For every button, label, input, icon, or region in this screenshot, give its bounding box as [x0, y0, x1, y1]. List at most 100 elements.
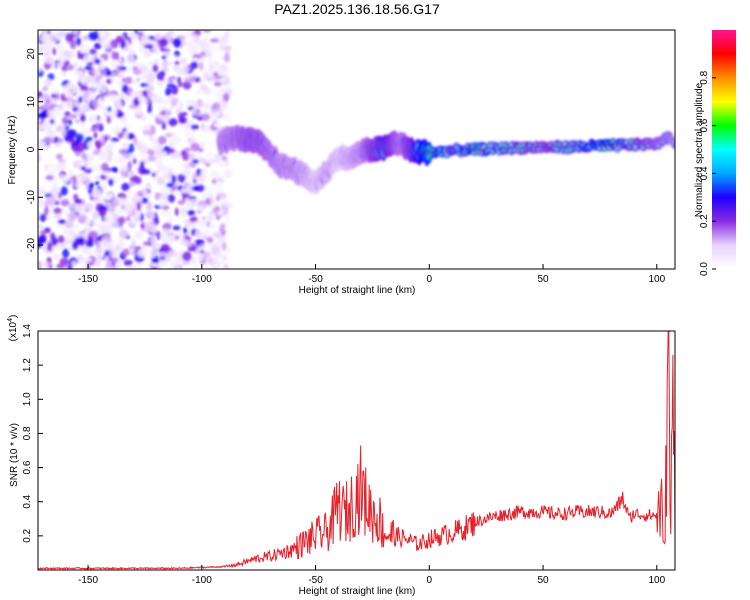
noise-blob — [44, 201, 51, 208]
noise-blob — [148, 212, 155, 220]
noise-blob — [79, 246, 85, 252]
noise-blob — [128, 247, 135, 254]
noise-blob — [127, 134, 135, 140]
noise-blob — [150, 125, 156, 135]
x-tick-label: -150 — [78, 575, 98, 586]
noise-blob — [88, 48, 97, 55]
noise-blob — [176, 76, 182, 84]
colorbar: 0.0 0.2 0.4 0.6 0.8 Normalized spectral ampl… — [694, 30, 736, 276]
noise-blob — [195, 108, 200, 115]
noise-blob — [38, 234, 46, 245]
noise-blob — [151, 44, 159, 55]
noise-blob — [180, 163, 186, 168]
noise-blob — [208, 58, 216, 66]
noise-blob — [82, 104, 88, 111]
noise-blob — [49, 118, 55, 125]
noise-blob — [213, 122, 222, 128]
noise-blob — [137, 249, 147, 258]
noise-blob — [152, 64, 159, 73]
noise-blob — [210, 222, 218, 230]
noise-blob — [211, 257, 216, 262]
noise-blob — [131, 208, 137, 217]
noise-blob — [83, 54, 90, 64]
noise-blob — [108, 178, 114, 186]
colorbar-tick-label: 0.2 — [699, 214, 710, 228]
noise-blob — [225, 203, 233, 209]
noise-blob — [100, 106, 108, 111]
noise-blob — [93, 68, 101, 77]
noise-blob — [162, 205, 170, 211]
noise-blob — [120, 40, 127, 49]
noise-blob — [206, 237, 214, 244]
noise-blob — [109, 140, 116, 147]
noise-blob — [79, 85, 89, 92]
noise-blob — [194, 230, 204, 238]
noise-blob — [147, 86, 152, 97]
noise-blob — [109, 249, 118, 259]
noise-blob — [161, 55, 167, 60]
x-tick-label: 100 — [648, 274, 665, 285]
noise-blob — [185, 177, 190, 186]
noise-blob — [47, 110, 52, 117]
noise-blob — [53, 253, 59, 260]
noise-blob — [222, 114, 229, 120]
noise-blob — [184, 163, 190, 170]
noise-blob — [219, 80, 229, 86]
noise-blob — [118, 148, 129, 155]
noise-blob — [151, 172, 156, 177]
noise-blob — [51, 88, 60, 94]
noise-blob — [85, 241, 94, 248]
noise-blob — [46, 163, 57, 169]
noise-blob — [191, 172, 198, 181]
snr-background — [38, 331, 675, 570]
noise-blob — [150, 94, 160, 103]
noise-blob — [194, 185, 199, 191]
noise-blob — [82, 257, 93, 263]
noise-blob — [177, 173, 186, 183]
noise-blob — [109, 39, 119, 49]
noise-blob — [161, 151, 168, 159]
noise-blob — [128, 181, 136, 187]
x-tick-label: 50 — [537, 575, 549, 586]
noise-blob — [56, 61, 62, 69]
noise-blob — [132, 68, 142, 75]
noise-blob — [95, 140, 102, 150]
noise-blob — [99, 208, 107, 217]
noise-blob — [49, 103, 54, 111]
noise-blob — [59, 257, 70, 266]
noise-blob — [38, 185, 47, 191]
colorbar-tick-label: 0.8 — [699, 70, 710, 84]
noise-blob — [62, 248, 70, 259]
noise-blob — [223, 92, 230, 102]
noise-blob — [76, 254, 83, 261]
noise-blob — [64, 219, 74, 229]
noise-blob — [79, 77, 88, 83]
noise-blob — [200, 55, 206, 63]
noise-blob — [103, 198, 108, 204]
noise-blob — [125, 76, 133, 85]
noise-blob — [168, 250, 178, 257]
noise-blob — [192, 221, 197, 230]
noise-blob — [143, 50, 152, 58]
noise-blob — [117, 92, 126, 102]
noise-blob — [182, 251, 192, 262]
noise-blob — [141, 188, 148, 196]
noise-blob — [155, 157, 163, 167]
noise-blob — [185, 99, 196, 105]
noise-blob — [117, 208, 124, 214]
noise-blob — [190, 76, 196, 81]
noise-blob — [221, 75, 227, 82]
noise-blob — [148, 248, 157, 258]
noise-blob — [52, 47, 57, 56]
noise-blob — [38, 118, 42, 124]
noise-blob — [88, 182, 94, 190]
noise-blob — [190, 61, 199, 69]
noise-blob — [74, 236, 84, 245]
noise-blob — [94, 175, 101, 180]
noise-blob — [122, 153, 128, 160]
noise-blob — [96, 240, 101, 247]
noise-blob — [135, 111, 144, 116]
noise-blob — [206, 153, 216, 158]
noise-blob — [211, 178, 217, 184]
